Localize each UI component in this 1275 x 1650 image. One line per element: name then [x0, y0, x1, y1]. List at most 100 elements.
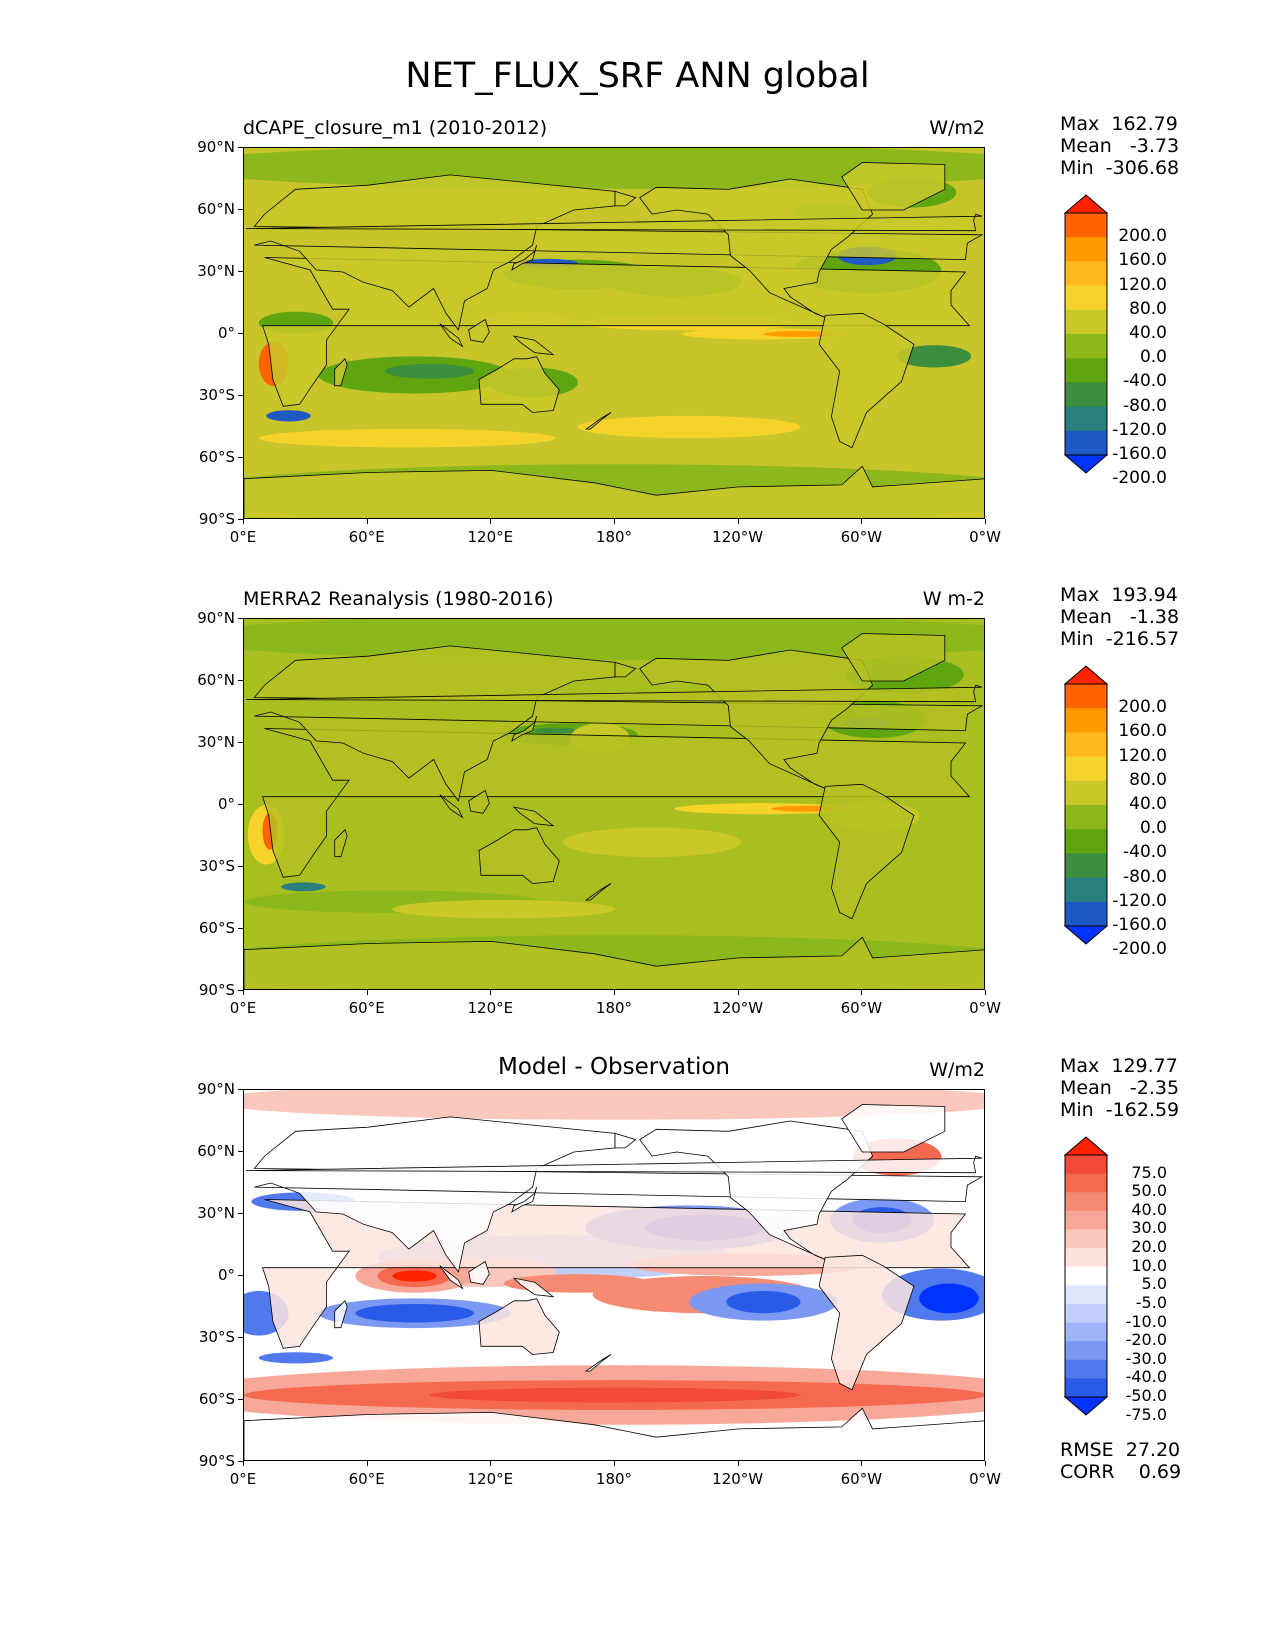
panel-3-lon-tick: 60°W — [840, 1470, 883, 1488]
figure-title: NET_FLUX_SRF ANN global — [405, 56, 870, 96]
panel-1-lon-tick-mark — [861, 519, 863, 524]
panel-3-colorbar-label: 10.0 — [1131, 1255, 1167, 1275]
panel-1-lat-tick: 30°S — [198, 386, 235, 404]
panel-3-colorbar-label: -40.0 — [1125, 1367, 1167, 1387]
panel-1-lat-tick: 0° — [217, 324, 235, 342]
panel-2-stat-mean: Mean -1.38 — [1060, 606, 1180, 628]
coastline-japan — [511, 1186, 538, 1213]
panel-1-colorbar-segment — [1065, 406, 1107, 432]
panel-3-colorbar-segment — [1065, 1192, 1107, 1212]
panel-2-lat-tick-mark — [238, 866, 243, 867]
coastline-newguinea — [512, 806, 555, 827]
panel-1-lon-tick-mark — [366, 519, 368, 524]
panel-3-contour-region — [919, 1283, 979, 1314]
panel-2-colorbar-segment — [1065, 780, 1107, 806]
panel-1-colorbar-label: 40.0 — [1129, 323, 1167, 343]
coastline-borneo — [468, 1260, 490, 1285]
panel-2-lat-tick-mark — [238, 742, 243, 743]
panel-3-lat-tick-mark — [238, 1461, 243, 1462]
panel-3-lon-tick-mark — [366, 1461, 368, 1466]
coastline-borneo — [468, 318, 490, 343]
panel-3-lon-tick-mark — [737, 1461, 739, 1466]
panel-3-colorbar-segment — [1065, 1303, 1107, 1324]
panel-2-lon-tick-mark — [985, 990, 986, 995]
panel-3-contour-region — [429, 1387, 801, 1403]
panel-3-lon-tick-mark — [243, 1461, 244, 1466]
panel-1-colorbar-segment — [1065, 430, 1107, 456]
panel-3-colorbar-segment — [1065, 1173, 1107, 1193]
coastline-newguinea — [512, 1277, 555, 1298]
panel-2-colorbar-label: 80.0 — [1129, 769, 1167, 790]
panel-3-lon-tick: 180° — [595, 1470, 633, 1488]
panel-1-colorbar-segment — [1065, 382, 1107, 408]
panel-3-lon-tick: 0°E — [229, 1470, 257, 1488]
coastline-antarctica — [244, 936, 984, 989]
panel-3-contour-region — [726, 1290, 801, 1314]
panel-2-colorbar-segment — [1065, 805, 1107, 830]
panel-3-colorbar-label: 5.0 — [1141, 1274, 1167, 1294]
panel-2-lat-tick-mark — [238, 990, 243, 991]
panel-2-lon-tick-mark — [366, 990, 368, 995]
panel-3-lon-tick: 60°E — [348, 1470, 385, 1488]
panel-3-lat-tick: 90°N — [197, 1080, 235, 1098]
panel-3-stat-max: Max 129.77 — [1060, 1055, 1178, 1077]
panel-2-colorbar-label: -160.0 — [1112, 915, 1167, 935]
coastline-australia — [478, 1298, 560, 1355]
panel-2-colorbar-label: -120.0 — [1112, 890, 1167, 911]
panel-1-lon-tick: 120°W — [712, 528, 764, 546]
panel-1-stat-min: Min -306.68 — [1060, 157, 1180, 179]
panel-3-lat-tick: 30°S — [198, 1328, 235, 1346]
panel-3-colorbar-label: 75.0 — [1131, 1162, 1167, 1182]
panel-2-stat-min: Min -216.57 — [1060, 628, 1180, 650]
coastline-australia — [478, 827, 560, 884]
panel-3-colorbar-segment — [1065, 1210, 1107, 1230]
panel-3-lat-tick: 0° — [217, 1266, 235, 1284]
panel-3-colorbar-segment — [1065, 1285, 1107, 1305]
panel-3-stat-min: Min -162.59 — [1060, 1099, 1180, 1121]
panel-1-colorbar-label: 0.0 — [1139, 347, 1167, 368]
panel-3-lon-tick-mark — [490, 1461, 492, 1466]
panel-2-colorbar-outline — [1064, 683, 1108, 927]
coastline-antarctica — [244, 465, 984, 518]
coastline-borneo — [468, 789, 490, 814]
panel-1-contour-region — [577, 415, 801, 439]
panel-2-lat-tick: 0° — [217, 795, 235, 813]
panel-3-contour-region — [244, 1090, 984, 1120]
panel-2-lon-tick-mark — [737, 990, 739, 995]
panel-3-lat-tick-mark — [238, 1399, 243, 1400]
panel-3-contour-region — [258, 1352, 334, 1364]
panel-2-units: W m-2 — [922, 588, 985, 610]
panel-1-lon-tick-mark — [614, 519, 615, 524]
panel-2-lon-tick: 0°W — [969, 999, 1001, 1017]
panel-3-colorbar-segment — [1065, 1322, 1107, 1342]
coastline-greenland — [841, 633, 946, 682]
panel-1-colorbar-segment — [1065, 261, 1107, 287]
panel-1-colorbar-segment — [1065, 237, 1107, 262]
coastline-madagascar — [334, 358, 348, 387]
panel-1-contour-region — [258, 428, 556, 448]
coastline-southamerica — [818, 783, 915, 920]
panel-3-lat-tick: 30°N — [197, 1204, 235, 1222]
coastline-greenland — [841, 1104, 946, 1153]
panel-1-lon-tick: 120°E — [467, 528, 514, 546]
panel-2-lon-tick: 60°E — [348, 999, 385, 1017]
panel-2-contour-region — [563, 827, 742, 858]
panel-1-colorbar-extend-max — [1063, 194, 1109, 214]
panel-3-colorbar-segment — [1065, 1229, 1107, 1249]
panel-3-colorbar-label: 20.0 — [1131, 1237, 1167, 1257]
panel-2-colorbar-segment — [1065, 756, 1107, 782]
coastline-nz — [584, 883, 612, 901]
panel-1-lat-tick: 60°N — [197, 200, 235, 218]
panel-1-colorbar-label: -200.0 — [1112, 468, 1167, 489]
panel-2-colorbar-segment — [1065, 853, 1107, 879]
panel-2-colorbar-label: -40.0 — [1123, 842, 1167, 863]
panel-2-lon-tick: 120°E — [467, 999, 514, 1017]
panel-1-lon-tick-mark — [985, 519, 986, 524]
panel-1-title: dCAPE_closure_m1 (2010-2012) — [243, 117, 548, 139]
panel-1-lat-tick: 90°N — [197, 138, 235, 156]
panel-2-contour-region — [533, 727, 578, 734]
panel-1-lat-tick-mark — [238, 333, 243, 334]
coastline-australia — [478, 356, 560, 413]
panel-1-lat-tick-mark — [238, 395, 243, 396]
panel-3-lat-tick-mark — [238, 1151, 243, 1152]
